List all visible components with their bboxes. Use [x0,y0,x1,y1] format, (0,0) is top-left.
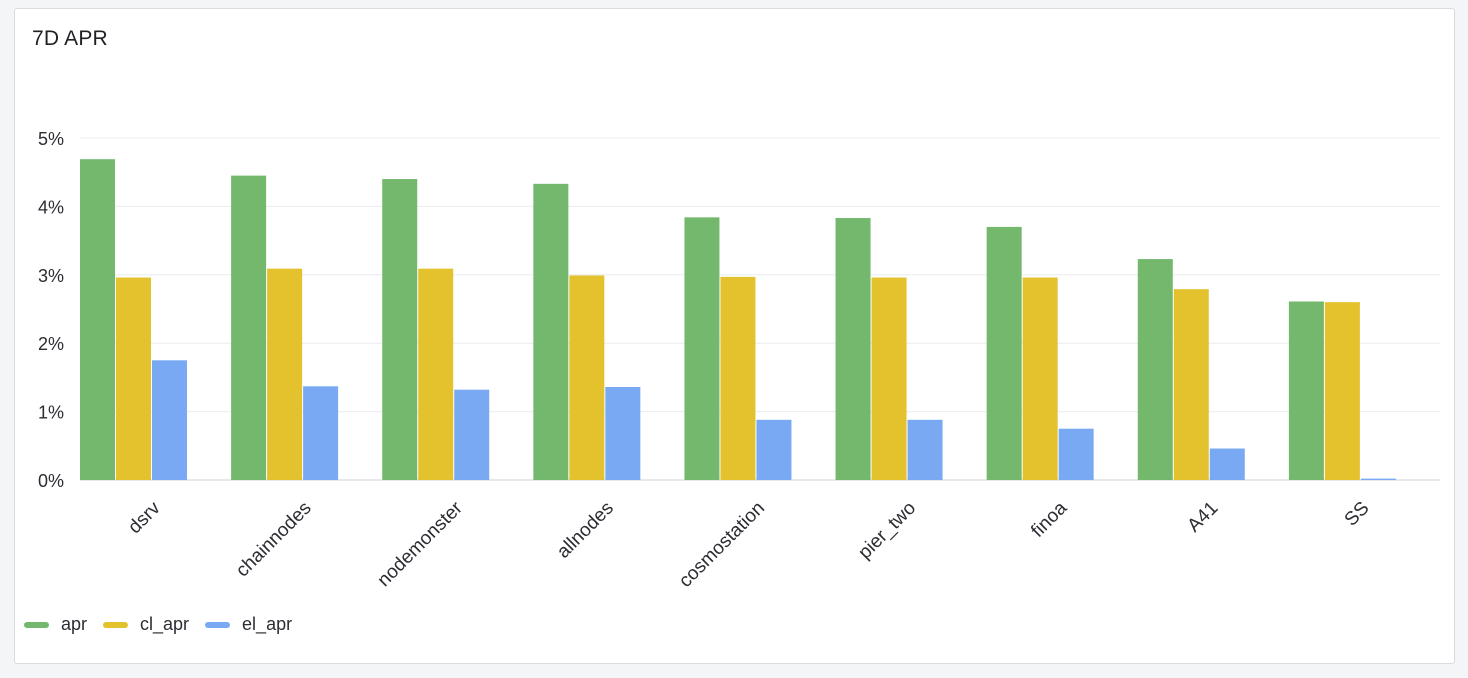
x-tick-label: dsrv [124,497,165,538]
bar-cl_apr-A41[interactable] [1173,289,1209,480]
bar-apr-A41[interactable] [1137,259,1173,480]
bar-apr-finoa[interactable] [986,226,1022,480]
y-tick-label: 5% [38,129,64,149]
bar-el_apr-nodemonster[interactable] [454,389,490,480]
x-tick-label: allnodes [553,498,618,563]
bar-cl_apr-cosmostation[interactable] [720,276,756,480]
bar-cl_apr-pier_two[interactable] [871,277,907,480]
bar-apr-allnodes[interactable] [533,183,569,480]
bar-el_apr-chainnodes[interactable] [303,386,339,480]
legend: apr cl_apr el_apr [24,614,308,635]
legend-label: cl_apr [140,614,190,634]
bar-cl_apr-dsrv[interactable] [116,277,151,480]
legend-item-el_apr[interactable]: el_apr [205,614,292,635]
legend-label: el_apr [242,614,293,634]
bar-el_apr-allnodes[interactable] [605,386,641,480]
x-tick-label: pier_two [855,498,921,564]
y-tick-label: 3% [38,266,64,286]
y-tick-label: 0% [38,471,64,491]
bars [80,159,1396,481]
x-axis-ticks: dsrv chainnodes nodemonster allnodes cosmost… [124,497,1373,591]
x-tick-label: SS [1341,498,1374,531]
x-tick-label: A41 [1184,498,1223,537]
x-tick-label: cosmostation [675,498,769,592]
bar-cl_apr-chainnodes[interactable] [267,268,303,480]
legend-item-apr[interactable]: apr [24,614,87,635]
legend-swatch [24,621,49,628]
y-axis-ticks: 0% 1% 2% 3% 4% 5% [38,129,64,491]
bar-cl_apr-allnodes[interactable] [569,275,605,480]
bar-el_apr-dsrv[interactable] [152,360,187,480]
legend-label: apr [61,614,88,634]
panel-title: 7D APR [32,27,108,50]
bar-el_apr-finoa[interactable] [1058,428,1094,480]
y-tick-label: 2% [38,334,64,354]
legend-swatch [103,621,129,628]
bar-el_apr-A41[interactable] [1209,448,1245,480]
bar-apr-chainnodes[interactable] [231,175,267,480]
y-tick-label: 4% [38,197,64,217]
x-tick-label: chainnodes [232,498,316,582]
bar-el_apr-SS[interactable] [1360,478,1396,480]
bar-cl_apr-nodemonster[interactable] [418,268,454,480]
x-tick-label: finoa [1027,497,1071,541]
bar-cl_apr-finoa[interactable] [1022,277,1058,480]
bar-apr-nodemonster[interactable] [382,179,418,481]
bar-apr-cosmostation[interactable] [684,217,720,480]
bar-apr-dsrv[interactable] [80,159,115,481]
y-tick-label: 1% [38,403,64,423]
bar-apr-pier_two[interactable] [835,218,871,480]
bar-apr-SS[interactable] [1288,301,1324,480]
legend-item-cl_apr[interactable]: cl_apr [103,614,189,635]
bar-cl_apr-SS[interactable] [1324,302,1360,480]
bar-el_apr-pier_two[interactable] [907,419,943,480]
bar-el_apr-cosmostation[interactable] [756,419,792,480]
legend-swatch [205,621,231,628]
x-tick-label: nodemonster [374,497,468,591]
